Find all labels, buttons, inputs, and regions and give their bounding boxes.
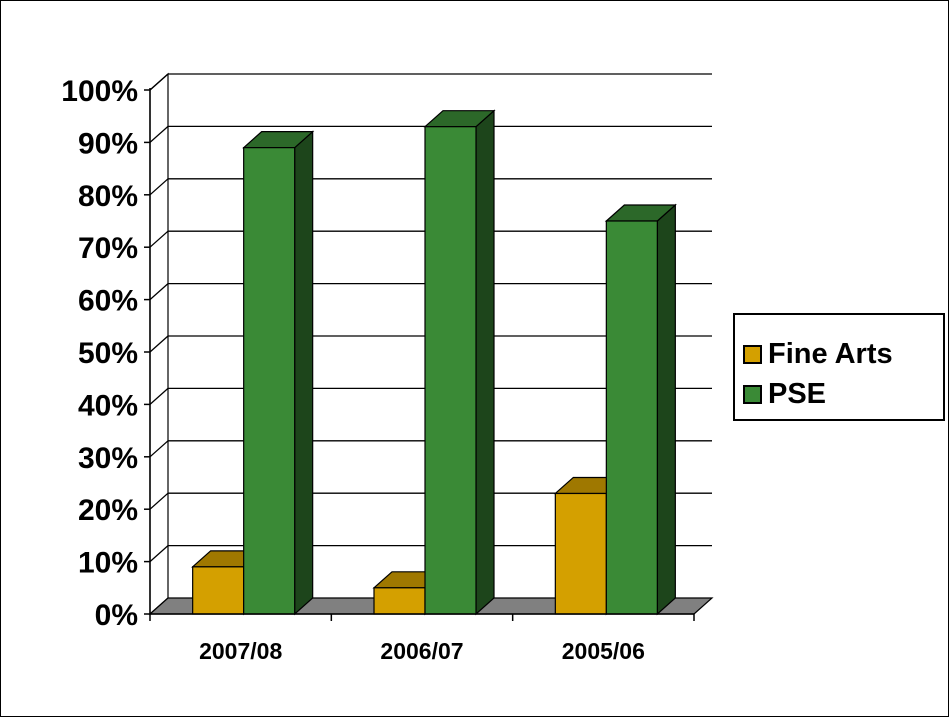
gridline-side <box>149 387 169 405</box>
y-tick-label: 60% <box>78 285 138 318</box>
gridline-side <box>149 125 169 143</box>
gridline-side <box>149 178 169 196</box>
gridline-side <box>149 440 169 458</box>
y-tick-label: 30% <box>78 442 138 475</box>
y-tick-label: 70% <box>78 232 138 265</box>
legend-item-pse: PSE <box>743 377 827 410</box>
bar-side-pse <box>475 109 495 616</box>
bar-side-pse <box>656 203 676 616</box>
legend-swatch-fine-arts <box>743 344 762 364</box>
bar-fine-arts <box>373 587 426 615</box>
y-tick-label: 40% <box>78 389 138 422</box>
bar-fine-arts <box>192 566 245 615</box>
y-tick-label: 80% <box>78 180 138 213</box>
legend-label-fine-arts: Fine Arts <box>768 337 893 370</box>
bar-pse <box>605 220 658 615</box>
bar-pse <box>424 126 477 615</box>
gridline-side <box>149 492 169 510</box>
gridline-side <box>149 230 169 248</box>
bar-side-pse <box>294 130 314 616</box>
legend-label-pse: PSE <box>768 377 827 410</box>
gridline-side <box>149 73 169 91</box>
x-tick-label: 2005/06 <box>562 638 645 664</box>
x-tick-label: 2006/07 <box>380 638 463 664</box>
legend-swatch-pse <box>743 384 762 404</box>
y-tick-label: 20% <box>78 494 138 527</box>
bar-pse <box>243 147 296 615</box>
legend-item-fine-arts: Fine Arts <box>743 337 893 370</box>
gridline-side <box>149 335 169 353</box>
y-tick-label: 50% <box>78 337 138 370</box>
legend: Fine Arts PSE <box>733 313 945 421</box>
y-tick-label: 100% <box>61 75 138 108</box>
gridline-side <box>149 283 169 301</box>
x-tick-label: 2007/08 <box>199 638 282 664</box>
y-tick-label: 0% <box>95 599 138 632</box>
y-tick-label: 90% <box>78 127 138 160</box>
gridline-side <box>149 545 169 563</box>
y-tick-label: 10% <box>78 547 138 580</box>
bar-fine-arts <box>554 492 607 615</box>
